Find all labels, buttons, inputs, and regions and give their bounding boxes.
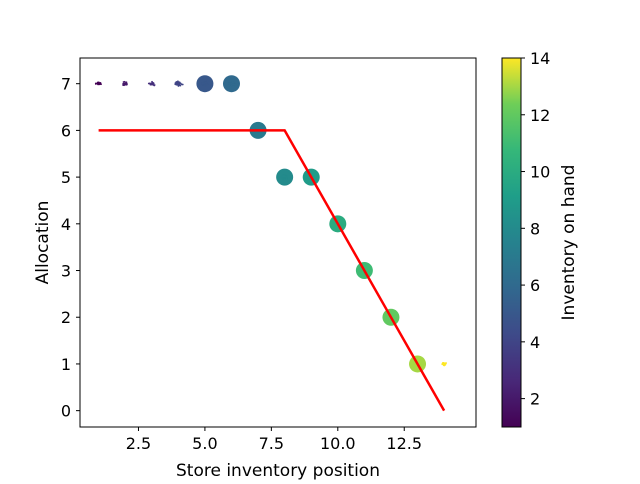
data-point: [96, 82, 99, 85]
data-point: [230, 82, 233, 85]
data-point: [206, 80, 209, 83]
cluster-3: [147, 80, 156, 87]
x-axis-label: Store inventory position: [176, 461, 380, 480]
x-tick-label: 7.5: [259, 434, 284, 453]
data-point: [201, 82, 204, 85]
colorbar-gradient: [502, 58, 521, 427]
data-point: [386, 317, 389, 319]
y-tick-label: 5: [61, 168, 71, 187]
plot-frame: [79, 57, 477, 428]
y-tick-label: 0: [61, 402, 71, 421]
data-point: [229, 82, 231, 85]
y-tick-label: 2: [61, 308, 71, 327]
data-point: [207, 83, 210, 85]
cluster-1: [94, 81, 102, 86]
data-point: [122, 81, 125, 83]
data-point: [150, 83, 153, 86]
data-point: [332, 222, 335, 225]
cluster-8: [276, 168, 294, 186]
data-point: [204, 81, 207, 84]
data-point: [285, 178, 288, 181]
x-tick-label: 5.0: [192, 434, 217, 453]
data-point: [340, 222, 343, 225]
colorbar-tick-label: 2: [530, 390, 540, 409]
data-point: [307, 176, 310, 179]
data-point: [125, 81, 128, 84]
data-point: [124, 83, 127, 86]
data-point: [229, 80, 232, 83]
data-point: [234, 83, 237, 86]
data-point: [147, 82, 150, 85]
colorbar-frame: [501, 57, 522, 428]
x-tick-label: 12.5: [386, 434, 422, 453]
x-tick-label: 10.0: [320, 434, 356, 453]
data-point: [286, 177, 288, 179]
x-tick-label: 2.5: [126, 434, 151, 453]
data-point: [227, 84, 230, 87]
data-point: [232, 81, 234, 84]
x-axis: 2.5 5.0 7.5 10.0 12.5: [126, 427, 422, 453]
y-axis-label: Allocation: [33, 201, 53, 285]
data-point: [179, 84, 182, 87]
data-point: [202, 81, 205, 83]
colorbar-tick-label: 8: [530, 219, 540, 238]
data-point: [122, 83, 125, 86]
y-tick-label: 7: [61, 75, 71, 94]
data-point: [341, 224, 344, 226]
colorbar-tick-label: 12: [530, 106, 550, 125]
cluster-2: [122, 80, 128, 87]
data-point: [284, 175, 287, 178]
data-point: [153, 84, 156, 87]
colorbar-tick-label: 6: [530, 276, 540, 295]
cluster-6: [222, 75, 240, 93]
cluster-5: [196, 75, 214, 93]
data-point: [177, 80, 179, 83]
data-point: [334, 223, 337, 226]
colorbar: 2 4 6 8 10 12 14 Inventory on hand: [501, 49, 579, 428]
colorbar-tick-label: 4: [530, 333, 540, 352]
data-point: [151, 80, 153, 83]
data-point: [233, 83, 235, 86]
data-point: [178, 83, 180, 86]
data-point: [282, 175, 285, 178]
data-point: [281, 174, 283, 177]
colorbar-ticks: 2 4 6 8 10 12 14: [521, 49, 550, 409]
data-point: [281, 176, 283, 179]
data-point: [179, 82, 182, 85]
colorbar-tick-label: 14: [530, 49, 550, 68]
data-point: [233, 85, 235, 87]
colorbar-label: Inventory on hand: [559, 165, 579, 321]
data-point: [313, 176, 316, 178]
data-point: [97, 81, 100, 84]
colorbar-tick-label: 10: [530, 163, 550, 182]
data-point: [442, 362, 445, 364]
allocation-line: [98, 129, 446, 412]
y-axis: 0 1 2 3 4 5 6 7: [61, 75, 80, 421]
y-tick-label: 4: [61, 215, 71, 234]
line-layer: [98, 129, 446, 412]
data-point: [205, 84, 207, 87]
data-point: [443, 364, 446, 366]
y-tick-label: 1: [61, 355, 71, 374]
data-point: [177, 82, 180, 85]
data-point: [414, 363, 417, 366]
y-tick-label: 3: [61, 262, 71, 281]
data-point: [413, 362, 416, 365]
cluster-14: [441, 361, 447, 367]
y-tick-label: 6: [61, 121, 71, 140]
data-point: [98, 82, 101, 85]
cluster-4: [174, 80, 184, 87]
points-layer: [94, 75, 447, 373]
